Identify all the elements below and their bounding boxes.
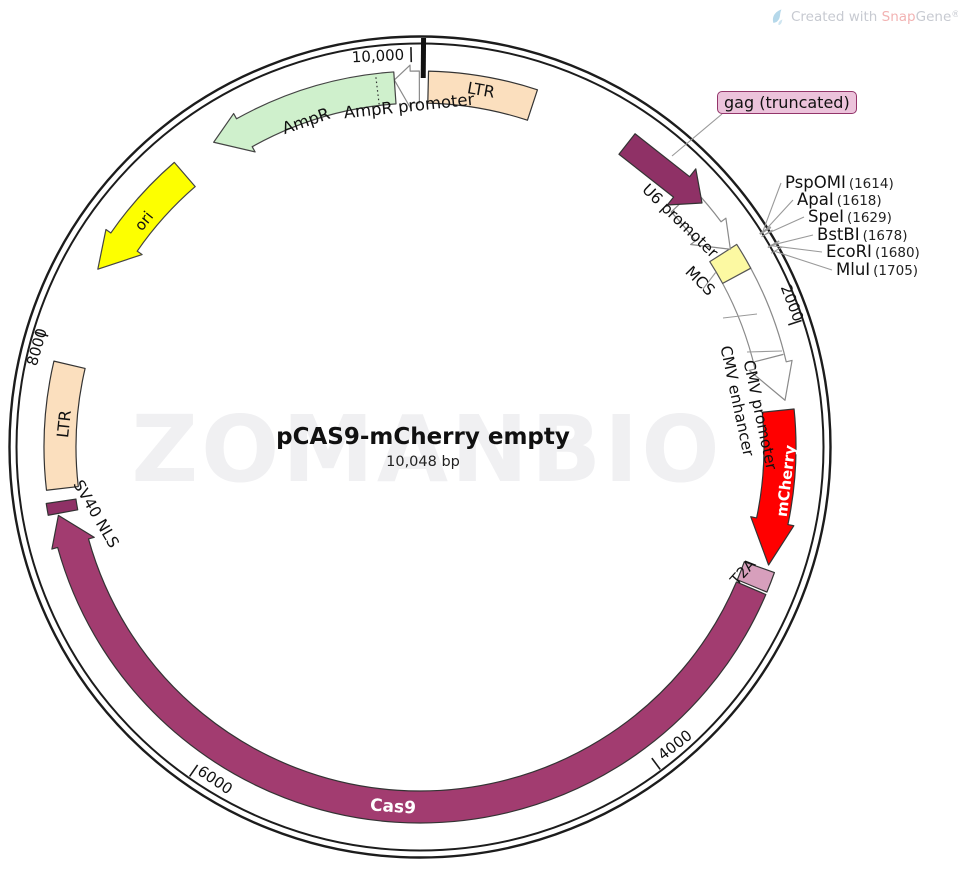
site-name: ApaI [797,190,834,209]
site-leader-apai [762,199,794,233]
site-leader-pspomi [762,182,782,232]
site-leader-spei [764,216,805,236]
backbone-ring-outer [8,35,832,859]
brand-snap: Snap [881,9,916,25]
scale-tick-6000 [188,764,199,777]
site-position: (1629) [846,210,892,226]
feature-ampr-promoter[interactable] [393,64,420,110]
backbone-ring-inner [15,42,825,852]
site-position: (1678) [862,228,908,244]
feature-ltr-top[interactable] [427,70,539,121]
scale-tick-label-8000: 8000 [23,326,51,368]
feature-cmv[interactable] [722,267,793,401]
plasmid-title: pCAS9-mCherry empty [276,424,570,450]
feature-sv40-nls[interactable] [45,498,79,516]
scale-tick-8000 [34,331,49,337]
site-tick-apai [759,227,772,235]
scale-tick-label-2000: 2000 [777,282,807,324]
scale-tick-2000 [788,319,802,326]
feature-mcs[interactable] [709,243,752,284]
label-cas9: Cas9 [369,795,416,818]
feature-ltr-left[interactable] [43,360,86,491]
watermark: ZOMANBIO [131,396,723,503]
brand-gene: Gene [915,9,952,25]
feature-mcherry[interactable] [750,408,797,566]
site-position: (1614) [848,176,894,192]
site-leader-bstbi [771,234,814,246]
gag-leader [671,113,723,157]
plasmid-size: 10,048 bp [386,454,460,470]
site-name: SpeI [808,207,844,226]
feature-cas9[interactable] [51,514,767,824]
site-position: (1705) [873,263,919,279]
restriction-site-bstbi[interactable]: BstBI (1678) [817,225,907,246]
snapgene-credit: Created with SnapGene® [770,8,958,26]
site-tick-ecori [767,240,780,249]
site-name: EcoRI [826,242,872,261]
feature-gag[interactable] [618,133,703,206]
site-tick-mlui [770,246,783,254]
feature-u6-promoter[interactable] [670,189,731,250]
site-position: (1680) [874,245,920,261]
scale-tick-label-10000: 10,000 [351,46,404,67]
cmv-enhancer-leader [722,313,758,319]
feature-ampr[interactable] [213,71,397,153]
restriction-site-ecori[interactable]: EcoRI (1680) [826,242,920,263]
mcs-leader [702,271,717,290]
scale-tick-4000 [651,757,661,770]
feature-divider-cmv [754,353,784,363]
restriction-site-mlui[interactable]: MluI (1705) [836,260,918,281]
site-name: MluI [836,260,871,279]
feature-ori[interactable] [97,161,196,270]
credit-text: Created with SnapGene® [791,9,958,25]
restriction-site-apai[interactable]: ApaI (1618) [797,190,882,211]
site-leader-ecori [771,245,823,253]
site-leader-mlui [774,250,833,271]
site-name: BstBI [817,225,860,244]
restriction-site-spei[interactable]: SpeI (1629) [808,207,892,228]
snapgene-logo-icon [770,8,785,26]
label-mcs: MCS [682,263,719,300]
site-name: PspOMI [785,173,846,192]
feature-t2a[interactable] [736,561,776,593]
label-ltr-left: LTR [53,409,75,438]
gag-feature-callout[interactable]: gag (truncated) [717,91,857,114]
cmv-promoter-leader [746,350,783,353]
restriction-site-pspomi[interactable]: PspOMI (1614) [785,173,894,194]
label-ltr-top: LTR [466,78,496,102]
feature-divider-ampr [375,74,380,105]
site-position: (1618) [836,193,882,209]
registered-mark: ® [951,10,958,20]
